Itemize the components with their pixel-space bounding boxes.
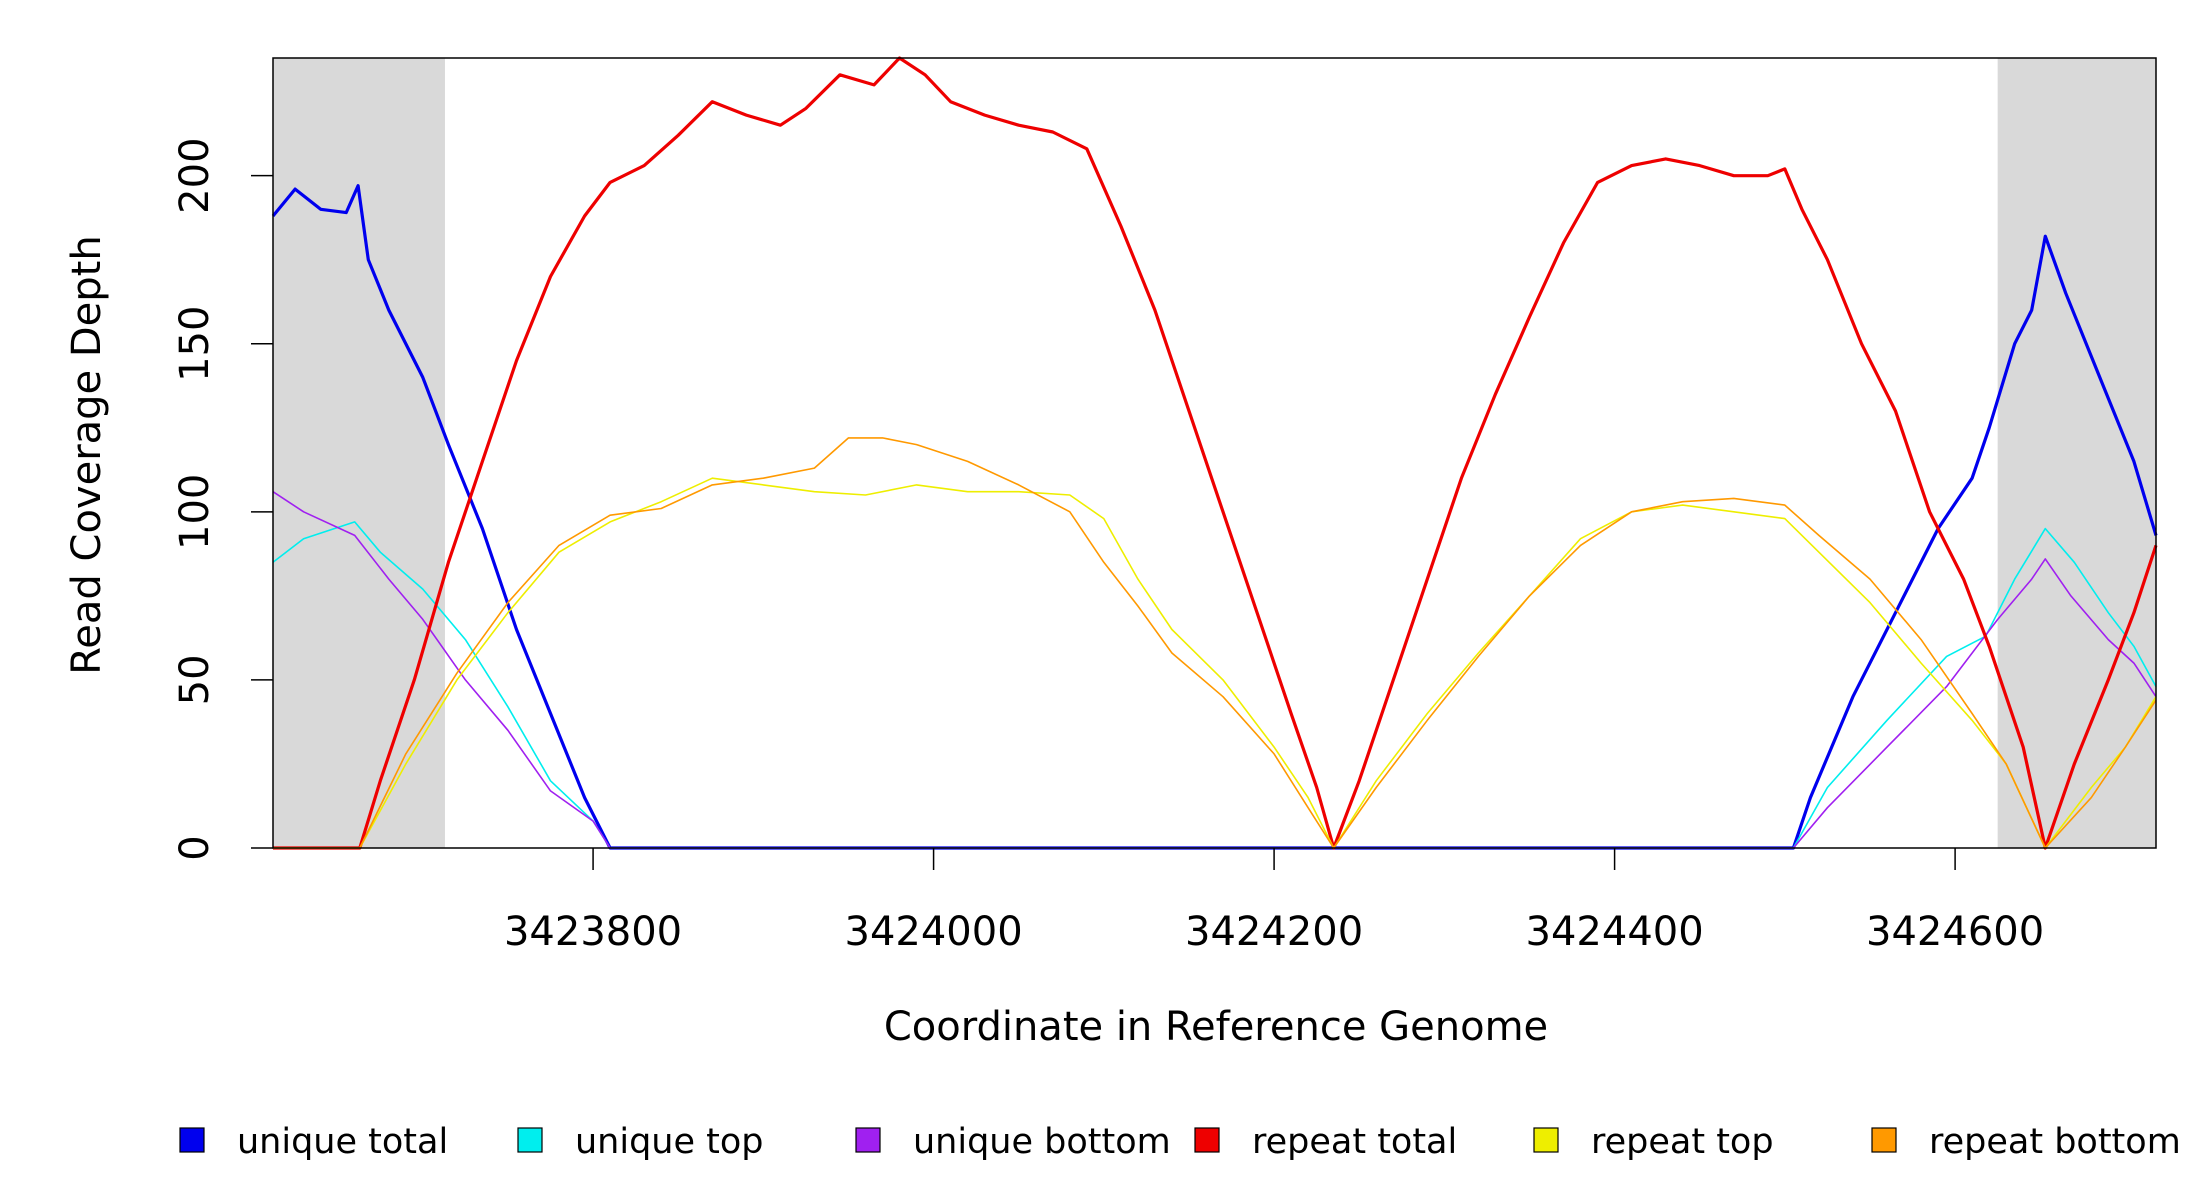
x-axis: 3423800 3424000 3424200 3424400 3424600 bbox=[504, 848, 2044, 955]
legend-swatch-repeat-bottom bbox=[1871, 1127, 1897, 1153]
y-tick-label: 0 bbox=[172, 835, 218, 860]
y-axis: 0 50 100 150 200 bbox=[172, 137, 273, 861]
legend-label-repeat-total: repeat total bbox=[1252, 1122, 1457, 1162]
y-axis-label: Read Coverage Depth bbox=[64, 235, 110, 674]
y-tick-label: 100 bbox=[172, 474, 218, 550]
x-axis-label: Coordinate in Reference Genome bbox=[884, 1004, 1548, 1050]
y-tick-label: 50 bbox=[172, 654, 218, 705]
series-line-repeat-top bbox=[273, 477, 2157, 849]
legend-swatch-repeat-top bbox=[1533, 1127, 1559, 1153]
x-tick-label: 3424400 bbox=[1526, 909, 1704, 955]
y-tick-label: 150 bbox=[172, 306, 218, 382]
x-tick-label: 3424000 bbox=[845, 909, 1023, 955]
plot-frame bbox=[272, 57, 2157, 849]
legend-swatch-unique-bottom bbox=[855, 1127, 881, 1153]
legend-label-unique-bottom: unique bottom bbox=[913, 1122, 1171, 1162]
series-line-unique-bottom bbox=[272, 491, 2157, 849]
legend-label-repeat-bottom: repeat bottom bbox=[1929, 1122, 2181, 1162]
legend-swatch-unique-top bbox=[517, 1127, 543, 1153]
x-tick-label: 3424200 bbox=[1185, 909, 1363, 955]
legend-label-unique-total: unique total bbox=[237, 1122, 448, 1162]
y-tick-label: 200 bbox=[172, 137, 218, 213]
series-line-unique-total bbox=[271, 184, 2158, 850]
x-tick-label: 3423800 bbox=[504, 909, 682, 955]
shaded-region-1 bbox=[273, 58, 445, 848]
legend-label-repeat-top: repeat top bbox=[1591, 1122, 1774, 1162]
x-tick-label: 3424600 bbox=[1866, 909, 2044, 955]
legend-swatch-unique-total bbox=[179, 1127, 205, 1153]
series-lines bbox=[271, 56, 2158, 850]
series-line-repeat-total bbox=[273, 56, 2158, 850]
legend-swatch-repeat-total bbox=[1194, 1127, 1220, 1153]
legend: unique total unique top unique bottom repea… bbox=[179, 1122, 2181, 1162]
shaded-region-2 bbox=[1997, 58, 2156, 848]
legend-label-unique-top: unique top bbox=[575, 1122, 764, 1162]
series-line-unique-top bbox=[272, 521, 2157, 849]
series-line-repeat-bottom bbox=[273, 437, 2157, 849]
